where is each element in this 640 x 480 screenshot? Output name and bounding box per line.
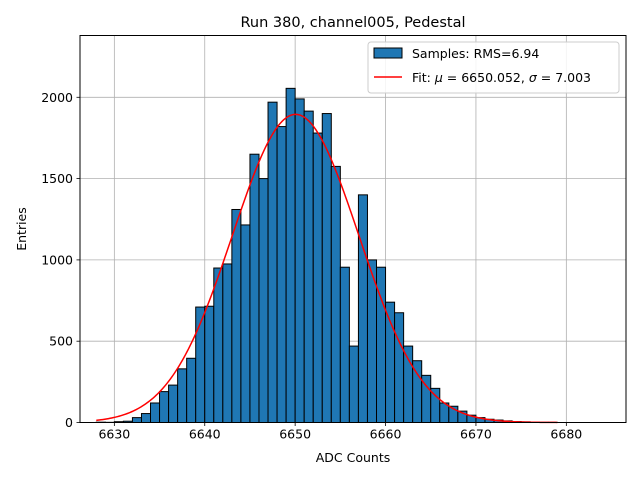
histogram-bar: [285, 87, 296, 423]
legend: Samples: RMS=6.94 Fit: μ = 6650.052, σ =…: [367, 41, 620, 94]
legend-samples-swatch: [373, 47, 403, 59]
histogram-bar: [276, 126, 287, 423]
x-tick-label: 6680: [550, 427, 582, 442]
histogram-bar: [140, 413, 152, 424]
histogram-bars: [95, 87, 558, 424]
x-axis-label: ADC Counts: [316, 450, 391, 465]
histogram-bar: [357, 194, 368, 423]
y-tick-label: 0: [65, 415, 73, 430]
histogram-bar: [249, 153, 260, 423]
histogram-bar: [258, 178, 269, 423]
histogram-bar: [394, 312, 405, 424]
histogram-bar: [131, 417, 142, 424]
histogram-bar: [186, 357, 197, 423]
histogram-bar: [231, 208, 242, 423]
histogram-bar: [339, 266, 350, 423]
histogram-bar: [240, 224, 251, 423]
y-axis-label: Entries: [14, 207, 29, 251]
x-tick-label: 6660: [370, 427, 402, 442]
histogram-bar: [430, 387, 441, 423]
gaussian-fit-curve: [96, 113, 558, 424]
legend-fit-label: Fit: μ = 6650.052, σ = 7.003: [412, 70, 591, 85]
histogram-bar: [204, 305, 215, 423]
legend-box: [367, 41, 620, 94]
y-tick-label: 2000: [41, 90, 73, 105]
histogram-bar: [159, 391, 170, 423]
x-tick-label: 6640: [189, 427, 221, 442]
x-tick-label: 6650: [279, 427, 311, 442]
histogram-bar: [312, 132, 323, 423]
chart-title: Run 380, channel005, Pedestal: [240, 15, 465, 31]
x-tick-label: 6670: [460, 427, 492, 442]
histogram-bar: [213, 267, 224, 423]
legend-fit-mu: 6650.052: [461, 70, 521, 85]
histogram-bar: [168, 384, 179, 423]
histogram-bar: [348, 345, 359, 423]
legend-fit-prefix: Fit:: [412, 70, 435, 85]
histogram-bar: [267, 101, 278, 424]
histogram-bar: [150, 402, 161, 424]
legend-samples-label: Samples: RMS=6.94: [412, 46, 539, 61]
axis-ticks: 6630 6640 6650 6660 6670 6680 0 500 1000 1500 2000: [41, 90, 582, 442]
plot-frame: [79, 35, 627, 423]
histogram-bar: [330, 165, 341, 423]
y-tick-label: 1500: [41, 171, 73, 186]
y-tick-label: 1000: [41, 252, 73, 267]
histogram-bar: [294, 98, 305, 424]
histogram-bar: [303, 110, 314, 423]
y-tick-label: 500: [49, 334, 73, 349]
histogram-bar: [321, 113, 332, 424]
legend-fit-sigma: 7.003: [555, 70, 591, 85]
x-tick-label: 6630: [98, 427, 130, 442]
histogram-bar: [177, 368, 188, 423]
histogram-bar: [222, 263, 233, 423]
